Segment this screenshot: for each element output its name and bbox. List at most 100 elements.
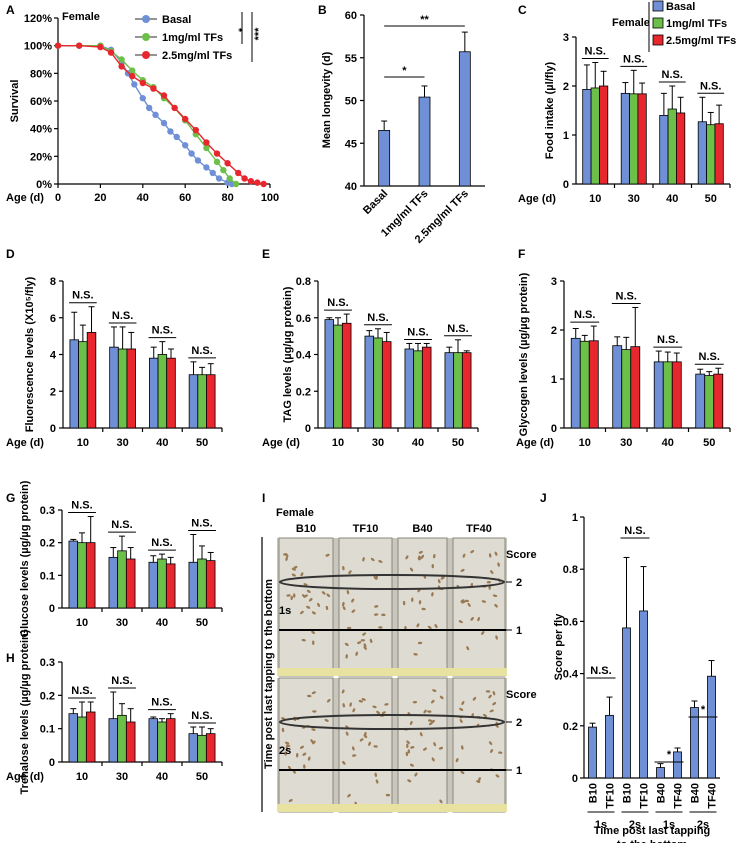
fly xyxy=(488,553,492,558)
bar-basal xyxy=(612,345,623,429)
fly xyxy=(466,646,470,651)
fly xyxy=(351,609,356,613)
fly xyxy=(344,642,349,646)
x-tick-label: TF40 xyxy=(707,783,719,809)
significance-label: N.S. xyxy=(111,519,132,531)
fly xyxy=(311,728,316,731)
bar-basal xyxy=(582,89,592,185)
bar-2-5mg-ml-tfs xyxy=(341,322,352,429)
x-tick-label: 40 xyxy=(156,437,168,449)
significance-label: N.S. xyxy=(152,325,173,337)
legend-swatch xyxy=(652,17,664,29)
fly xyxy=(494,603,498,608)
bar-basal xyxy=(188,374,199,429)
vial-food xyxy=(277,804,507,812)
fly xyxy=(307,756,311,761)
y-tick-label: 0.2 xyxy=(40,538,55,550)
bar-2-5mg-ml-tfs xyxy=(714,123,724,185)
bar-1mg-ml-tfs xyxy=(77,716,87,763)
y-tick-label: 0.2 xyxy=(563,721,578,733)
fly xyxy=(325,553,330,557)
panel-h-chart: 0 0.1 0.2 0.3 10 N.S. 30 N.S. 40 N.S. 50 N.S. Trehal… xyxy=(6,629,223,794)
fly xyxy=(418,550,423,554)
fly xyxy=(300,610,304,615)
fly xyxy=(402,600,406,606)
bar-2-5mg-ml-tfs xyxy=(637,93,647,185)
fly xyxy=(369,638,373,643)
fly xyxy=(306,589,311,593)
fly xyxy=(324,719,329,722)
time-label: 2s xyxy=(279,745,291,757)
vial xyxy=(338,677,393,813)
x-tick-label: B10 xyxy=(588,783,600,803)
fly xyxy=(345,731,349,736)
fly xyxy=(293,593,296,598)
fly xyxy=(460,770,465,774)
fly xyxy=(311,611,316,615)
fly xyxy=(374,772,377,777)
y-tick-label: 80% xyxy=(30,68,52,80)
fly xyxy=(495,635,498,640)
fly xyxy=(303,764,306,769)
survival-point xyxy=(260,180,267,188)
legend-swatch xyxy=(652,0,664,12)
x-tick-label: 10 xyxy=(589,193,601,205)
x-tick-label: 10 xyxy=(76,771,88,783)
fly xyxy=(460,568,465,572)
significance-label: N.S. xyxy=(72,290,93,302)
bar xyxy=(690,707,699,779)
fly xyxy=(351,746,355,751)
bar-1mg-ml-tfs xyxy=(621,349,632,429)
legend-label: Basal xyxy=(162,14,191,26)
fly xyxy=(381,613,386,617)
x-axis-title: Age (d) xyxy=(6,192,44,204)
bar-basal xyxy=(695,373,706,429)
x-tick-label: 50 xyxy=(703,437,715,449)
x-axis-title: Age (d) xyxy=(262,437,300,449)
panel-label-d: D xyxy=(6,247,15,261)
x-tick-label: 30 xyxy=(116,771,128,783)
panel-g-chart: 0 0.1 0.2 0.3 10 N.S. 30 N.S. 40 N.S. 50 N.S. Glucos… xyxy=(19,480,223,637)
fly xyxy=(464,599,470,603)
x-tick-label: B10 xyxy=(622,783,634,803)
x-tick-label: 100 xyxy=(261,192,279,204)
survival-point xyxy=(203,139,210,146)
fly xyxy=(281,717,286,720)
x-tick-label: Basal xyxy=(361,188,390,217)
bar-2-5mg-ml-tfs xyxy=(86,332,97,429)
legend-label: 2.5mg/ml TFs xyxy=(666,35,736,47)
significance-label: N.S. xyxy=(407,326,428,338)
panel-label-e: E xyxy=(262,247,270,261)
panel-label-b: B xyxy=(318,3,327,17)
y-tick-label: 2 xyxy=(551,325,557,337)
y-tick-label: 2 xyxy=(50,386,56,398)
bar-2-5mg-ml-tfs xyxy=(85,711,96,763)
y-tick-label: 3 xyxy=(551,276,557,288)
bar-basal xyxy=(659,115,669,185)
fly xyxy=(417,555,421,560)
y-tick-label: 1 xyxy=(572,512,578,524)
bar-1mg-ml-tfs xyxy=(413,350,423,429)
significance-label: N.S. xyxy=(616,290,637,302)
survival-point xyxy=(182,115,189,123)
fly xyxy=(347,793,351,798)
significance-label: N.S. xyxy=(151,537,172,549)
fly xyxy=(306,605,311,609)
y-tick-label: 0.2 xyxy=(40,690,55,702)
bar-2-5mg-ml-tfs xyxy=(588,340,599,429)
x-tick-label: 30 xyxy=(117,437,129,449)
y-axis-title: Trehalose levels (µg/µg protein) xyxy=(19,629,31,794)
fly xyxy=(293,565,298,569)
y-tick-label: 20% xyxy=(30,151,52,163)
fly xyxy=(352,708,356,713)
y-tick-label: 6 xyxy=(50,313,56,325)
bar-1mg-ml-tfs xyxy=(78,341,88,429)
fly xyxy=(296,753,299,758)
fly xyxy=(412,700,418,704)
survival-point xyxy=(160,119,168,127)
fly xyxy=(341,689,345,694)
fly xyxy=(413,653,418,656)
y-tick-label: 0.4 xyxy=(296,350,312,362)
significance-label: ** xyxy=(420,14,429,26)
fly xyxy=(291,573,296,577)
